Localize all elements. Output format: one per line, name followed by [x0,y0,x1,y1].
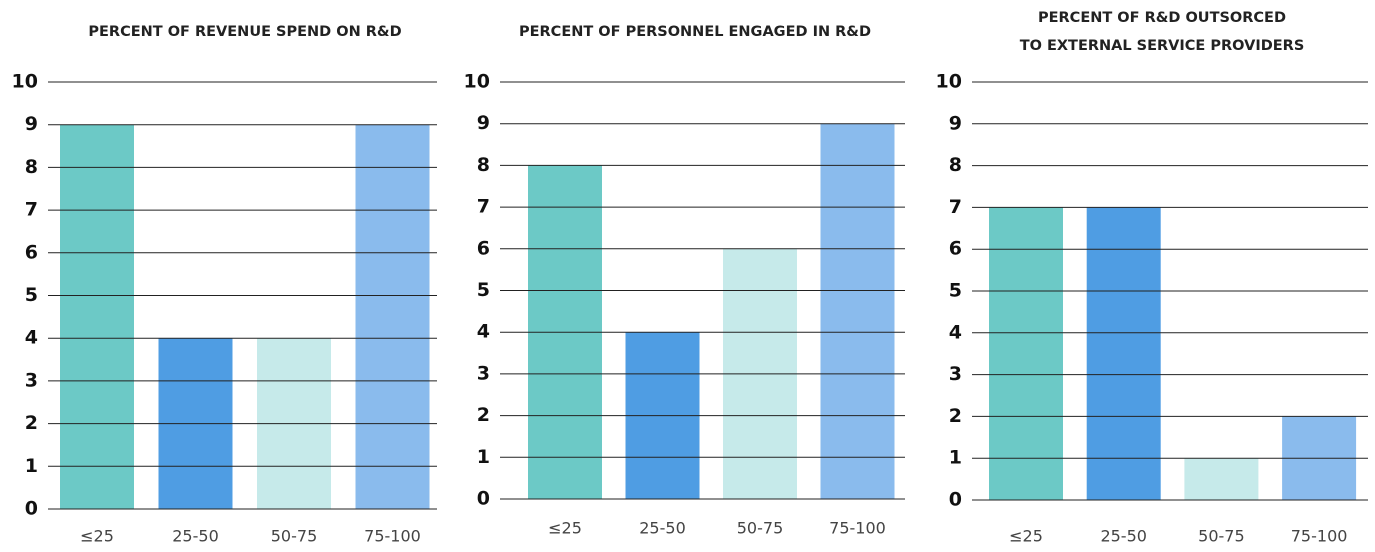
x-tick-label: 50-75 [271,527,318,546]
y-tick-label: 8 [25,156,38,178]
chart-title: PERCENT OF PERSONNEL ENGAGED IN R&D [519,24,871,40]
y-tick-label: 9 [477,112,490,134]
y-tick-label: 9 [25,113,38,135]
y-tick-label: 2 [25,412,38,434]
y-tick-label: 7 [25,199,38,221]
y-tick-label: 3 [949,363,962,385]
y-tick-label: 0 [949,489,962,511]
y-tick-label: 10 [12,71,38,93]
bar [989,207,1063,500]
bar [1086,207,1161,500]
y-tick-label: 0 [477,488,490,510]
x-tick-label: 75-100 [829,519,886,538]
y-tick-label: 7 [477,196,490,218]
x-tick-label: 50-75 [1198,527,1245,546]
x-tick-label: 25-50 [172,527,219,546]
chart-title: PERCENT OF REVENUE SPEND ON R&D [88,24,401,40]
y-tick-label: 1 [477,446,490,468]
x-tick-label: ≤25 [548,519,582,538]
y-tick-label: 5 [25,284,38,306]
y-tick-label: 5 [477,279,490,301]
y-tick-label: 9 [949,112,962,134]
y-tick-label: 2 [949,405,962,427]
y-tick-label: 6 [477,237,490,259]
x-tick-label: 50-75 [737,519,784,538]
y-tick-label: 1 [949,447,962,469]
y-tick-label: 4 [25,327,38,349]
chart-title: PERCENT OF R&D OUTSORCED [1038,10,1286,26]
bar [820,123,895,499]
y-tick-label: 3 [477,362,490,384]
x-tick-label: 75-100 [364,527,421,546]
y-tick-label: 8 [949,154,962,176]
y-tick-label: 6 [25,241,38,263]
y-tick-label: 3 [25,369,38,391]
y-tick-label: 5 [949,280,962,302]
x-tick-label: 25-50 [639,519,686,538]
y-tick-label: 10 [464,71,490,93]
y-tick-label: 4 [477,321,490,343]
y-tick-label: 1 [25,455,38,477]
bar [1184,458,1259,500]
x-tick-label: 75-100 [1291,527,1348,546]
y-tick-label: 2 [477,404,490,426]
y-tick-label: 7 [949,196,962,218]
x-tick-label: ≤25 [1009,527,1043,546]
x-tick-label: 25-50 [1100,527,1147,546]
y-tick-label: 4 [949,321,962,343]
y-tick-label: 0 [25,498,38,520]
y-tick-label: 10 [936,71,962,93]
bar [355,124,430,509]
chart-title: TO EXTERNAL SERVICE PROVIDERS [1020,38,1305,54]
y-tick-label: 6 [949,238,962,260]
bar [60,124,134,509]
x-tick-label: ≤25 [80,527,114,546]
y-tick-label: 8 [477,154,490,176]
